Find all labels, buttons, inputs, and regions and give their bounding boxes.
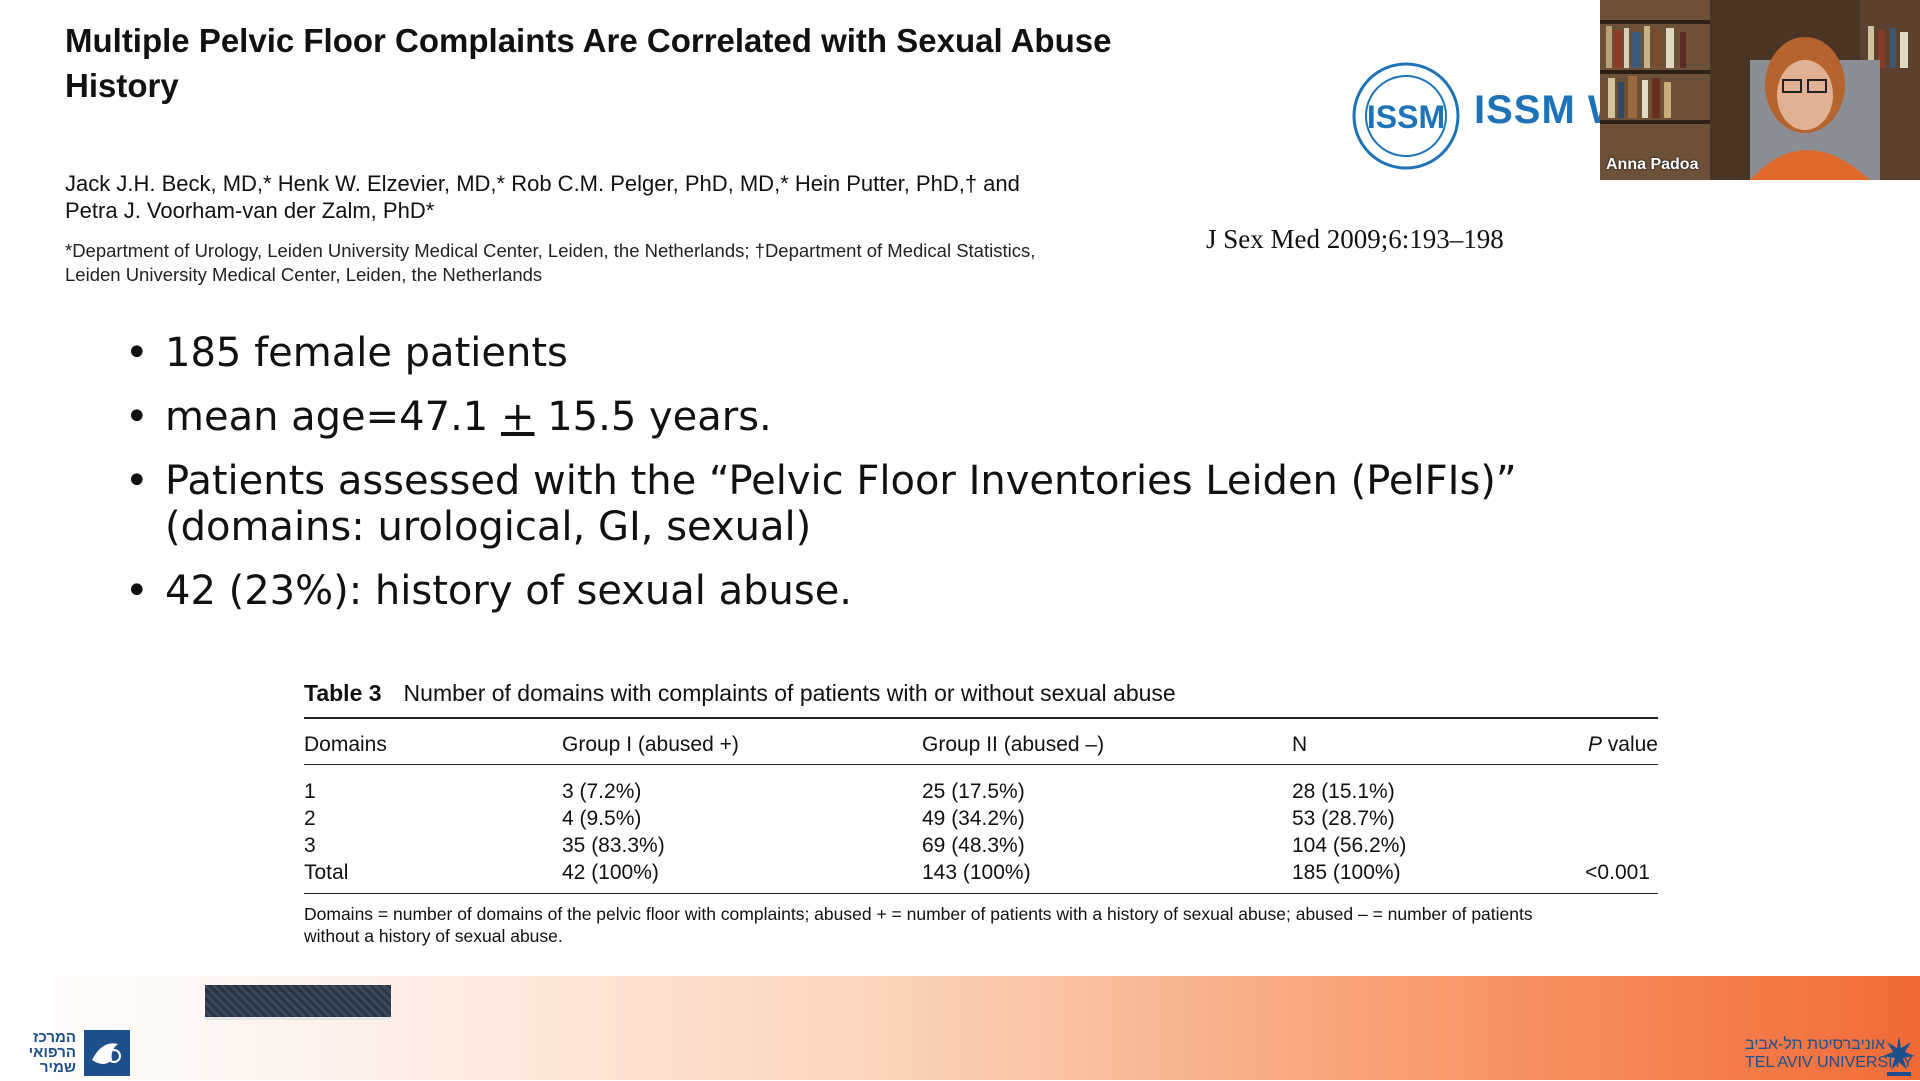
bullet-glyph: • [125, 330, 149, 376]
table-row: 1 3 (7.2%) 25 (17.5%) 28 (15.1%) [304, 765, 1658, 806]
authors-line-1: Jack J.H. Beck, MD,* Henk W. Elzevier, M… [65, 171, 1020, 196]
cell-p-value: <0.001 [1542, 859, 1658, 894]
bullet-glyph: • [125, 458, 149, 504]
cell-domain: Total [304, 859, 562, 894]
table-footnote-line-2: without a history of sexual abuse. [304, 926, 563, 946]
cell-group1: 3 (7.2%) [562, 780, 642, 803]
cell-group1: 42 (100%) [562, 859, 922, 894]
header-domains: Domains [304, 717, 562, 765]
cell-domain: 1 [304, 780, 316, 803]
issm-seal-text: ISSM [1367, 99, 1445, 135]
table-number: Table 3 [304, 680, 382, 706]
sheba-logo-text: המרכז הרפואי שמיר [28, 1029, 76, 1076]
table-header-row: Domains Group I (abused +) Group II (abu… [304, 717, 1658, 765]
bullet-glyph: • [125, 568, 149, 614]
header-group1: Group I (abused +) [562, 717, 922, 765]
tau-logo-text: אוניברסיטת תל-אביב TEL AVIV UNIVERSITY [1745, 1036, 1913, 1072]
cell-p-value [1542, 805, 1658, 832]
tau-emblem-icon [1883, 1036, 1915, 1076]
table-caption: Table 3 Number of domains with complaints… [304, 680, 1658, 707]
affiliations: *Department of Urology, Leiden Universit… [65, 239, 1185, 287]
header-p-italic: P [1587, 733, 1602, 756]
cell-n: 104 (56.2%) [1292, 834, 1407, 857]
slide-tab-bar [205, 985, 391, 1020]
header-p-value: P value [1542, 717, 1658, 765]
bullet-item: • mean age=47.1 + 15.5 years. [125, 394, 1705, 440]
table-footnote-line-1: Domains = number of domains of the pelvi… [304, 904, 1533, 924]
tel-aviv-university-logo: אוניברסיטת תל-אביב TEL AVIV UNIVERSITY [1745, 1034, 1920, 1078]
cell-group2: 69 (48.3%) [922, 834, 1025, 857]
affiliation-line-1: *Department of Urology, Leiden Universit… [65, 240, 1036, 261]
webcam-background [1600, 0, 1920, 180]
issm-logo: ISSM ISSM W [1350, 60, 1626, 172]
participant-name: Anna Padoa [1606, 156, 1699, 173]
sheba-emblem-icon [84, 1030, 130, 1076]
article-title: Multiple Pelvic Floor Complaints Are Cor… [65, 22, 1112, 104]
table-caption-text: Number of domains with complaints of pat… [403, 680, 1176, 706]
cell-n: 53 (28.7%) [1292, 807, 1395, 830]
table-row: 2 4 (9.5%) 49 (34.2%) 53 (28.7%) [304, 805, 1658, 832]
table-row: 3 35 (83.3%) 69 (48.3%) 104 (56.2%) [304, 832, 1658, 859]
bullet-text-continued: 15.5 years. [534, 394, 772, 440]
plus-minus-sign: + [500, 394, 535, 440]
bullet-text: 42 (23%): history of sexual abuse. [165, 568, 853, 614]
results-table-block: Table 3 Number of domains with complaints… [304, 680, 1658, 947]
header-p-rest: value [1601, 733, 1658, 756]
table-footnote: Domains = number of domains of the pelvi… [304, 903, 1658, 947]
bullet-item: • 42 (23%): history of sexual abuse. [125, 568, 1705, 614]
journal-citation: J Sex Med 2009;6:193–198 [1206, 224, 1504, 254]
bullet-glyph: • [125, 394, 149, 440]
cell-group1: 4 (9.5%) [562, 807, 642, 830]
cell-p-value [1542, 832, 1658, 859]
webcam-video-tile: Anna Padoa [1600, 0, 1920, 180]
bullet-text: 185 female patients [165, 330, 568, 376]
cell-group2: 49 (34.2%) [922, 807, 1025, 830]
header-n: N [1292, 717, 1542, 765]
bullet-text: Patients assessed with the “Pelvic Floor… [165, 458, 1517, 550]
issm-seal-icon: ISSM [1352, 62, 1460, 170]
authors-line-2: Petra J. Voorham-van der Zalm, PhD* [65, 198, 435, 223]
cell-p-value [1542, 765, 1658, 806]
results-table: Domains Group I (abused +) Group II (abu… [304, 717, 1658, 894]
cell-group2: 25 (17.5%) [922, 780, 1025, 803]
bullet-item: • 185 female patients [125, 330, 1705, 376]
sheba-logo: המרכז הרפואי שמיר [20, 1028, 135, 1078]
cell-domain: 3 [304, 834, 316, 857]
cell-group1: 35 (83.3%) [562, 834, 665, 857]
bullet-list: • 185 female patients • mean age=47.1 + … [125, 330, 1705, 632]
tau-logo-hebrew: אוניברסיטת תל-אביב [1745, 1036, 1886, 1053]
authors: Jack J.H. Beck, MD,* Henk W. Elzevier, M… [65, 170, 1185, 224]
tau-logo-english: TEL AVIV UNIVERSITY [1745, 1054, 1914, 1071]
cell-group2: 143 (100%) [922, 859, 1292, 894]
header-group2: Group II (abused –) [922, 717, 1292, 765]
cell-n: 185 (100%) [1292, 859, 1542, 894]
table-row: Total 42 (100%) 143 (100%) 185 (100%) <0… [304, 859, 1658, 894]
cell-n: 28 (15.1%) [1292, 780, 1395, 803]
affiliation-line-2: Leiden University Medical Center, Leiden… [65, 264, 543, 285]
bullet-item: • Patients assessed with the “Pelvic Flo… [125, 458, 1705, 550]
bullet-text: mean age=47.1 [165, 394, 501, 440]
cell-domain: 2 [304, 807, 316, 830]
